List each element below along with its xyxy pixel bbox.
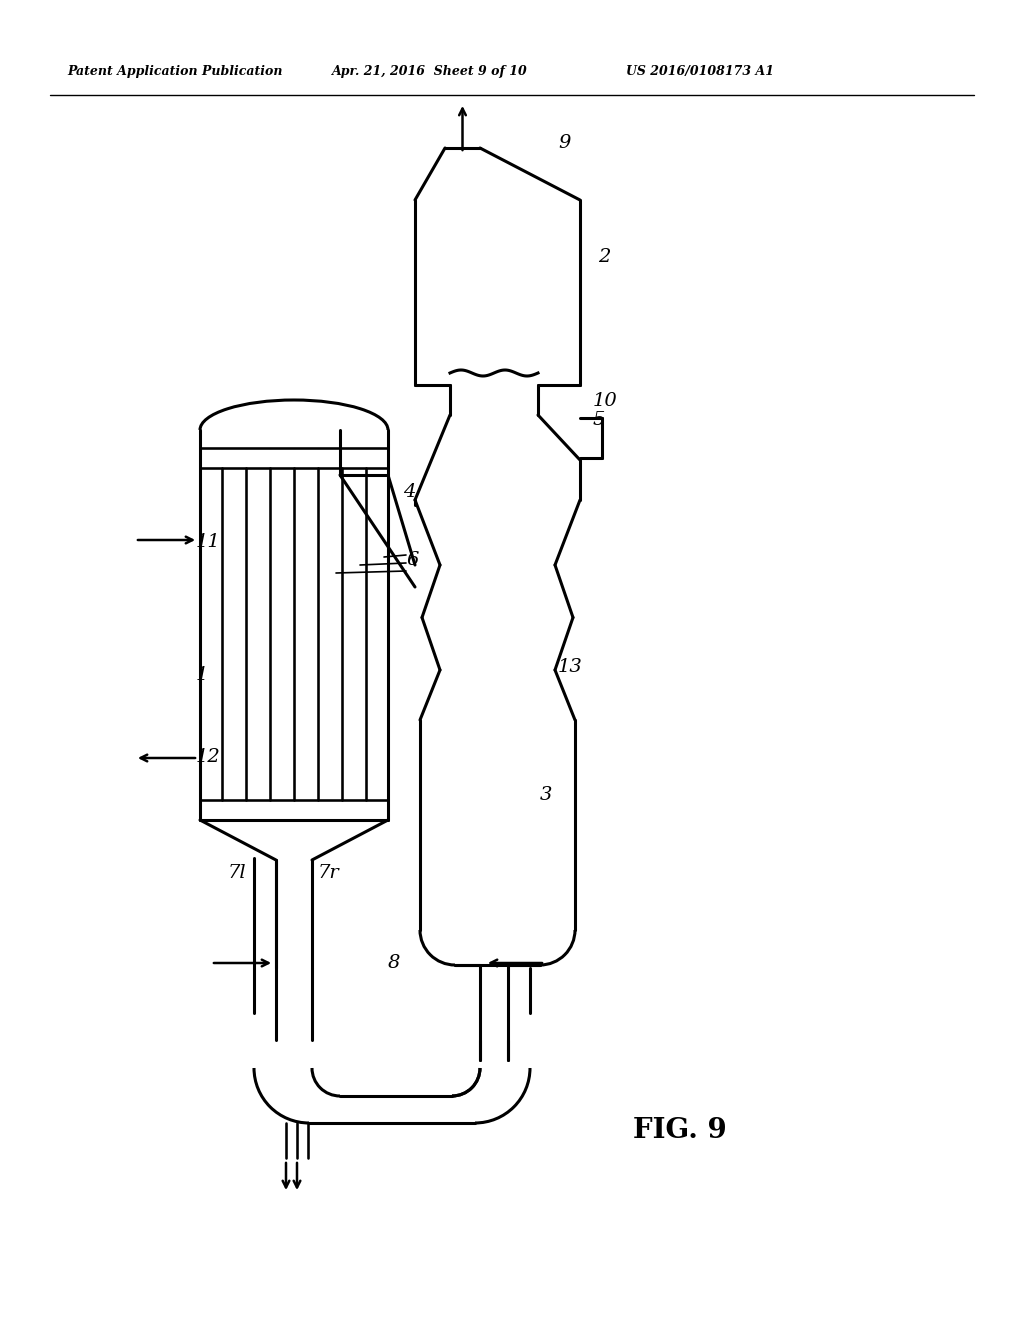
Text: 12: 12: [196, 748, 221, 766]
Text: 3: 3: [540, 785, 552, 804]
Text: 7l: 7l: [228, 865, 247, 882]
Text: Apr. 21, 2016  Sheet 9 of 10: Apr. 21, 2016 Sheet 9 of 10: [332, 66, 528, 78]
Text: 1: 1: [196, 667, 208, 684]
Text: US 2016/0108173 A1: US 2016/0108173 A1: [626, 66, 774, 78]
Text: 13: 13: [558, 657, 583, 676]
Text: 2: 2: [598, 248, 610, 267]
Text: 10: 10: [593, 392, 617, 411]
Text: 11: 11: [196, 533, 221, 550]
Text: 8: 8: [388, 954, 400, 972]
Text: 5: 5: [593, 411, 605, 429]
Text: 4: 4: [403, 483, 416, 502]
Text: 7r: 7r: [318, 865, 340, 882]
Text: 9: 9: [558, 135, 570, 152]
Text: FIG. 9: FIG. 9: [633, 1117, 727, 1143]
Text: 6: 6: [406, 550, 419, 569]
Text: Patent Application Publication: Patent Application Publication: [68, 66, 283, 78]
